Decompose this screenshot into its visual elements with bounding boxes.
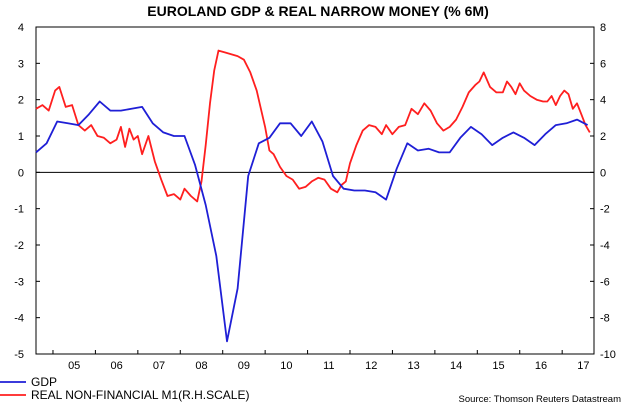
- x-tick-label: 05: [68, 360, 80, 372]
- x-tick-label: 11: [323, 360, 334, 372]
- legend-label-gdp: GDP: [31, 375, 57, 389]
- y-left-tick-label: 2: [18, 95, 24, 107]
- x-tick-label: 17: [577, 360, 589, 372]
- y-left-tick-label: -2: [14, 240, 24, 252]
- y-left-tick-label: -1: [14, 204, 24, 216]
- source-note: Source: Thomson Reuters Datastream: [459, 394, 622, 405]
- legend-label-m1: REAL NON-FINANCIAL M1(R.H.SCALE): [31, 388, 249, 402]
- chart-title: EUROLAND GDP & REAL NARROW MONEY (% 6M): [147, 3, 488, 19]
- x-tick-label: 15: [492, 360, 504, 372]
- y-right-tick-label: -6: [600, 276, 610, 288]
- series-layer: [35, 49, 591, 343]
- x-tick-label: 06: [110, 360, 122, 372]
- y-right-tick-label: 4: [600, 95, 606, 107]
- y-right-tick-label: -4: [600, 240, 610, 252]
- y-left-tick-label: -3: [14, 276, 24, 288]
- y-left-tick-label: 0: [18, 167, 24, 179]
- x-tick-label: 09: [238, 360, 250, 372]
- y-left-tick-label: 3: [18, 58, 24, 70]
- x-tick-label: 08: [195, 360, 207, 372]
- y-right-tick-label: 8: [600, 22, 606, 34]
- y-right-tick-label: 2: [600, 131, 606, 143]
- y-left-tick-label: 4: [18, 22, 24, 34]
- x-tick-label: 10: [280, 360, 292, 372]
- y-left-tick-label: -5: [14, 349, 24, 361]
- x-tick-label: 16: [535, 360, 547, 372]
- x-tick-label: 14: [450, 360, 462, 372]
- x-tick-label: 07: [153, 360, 165, 372]
- y-left-tick-label: 1: [18, 131, 24, 143]
- y-right-tick-label: 0: [600, 167, 606, 179]
- m1-series-line: [35, 49, 591, 203]
- y-right-tick-label: -10: [600, 349, 616, 361]
- y-right-tick-label: -2: [600, 204, 610, 216]
- plot-frame: [35, 26, 595, 355]
- x-tick-label: 12: [365, 360, 377, 372]
- y-right-tick-label: -8: [600, 313, 610, 325]
- gdp-series-line: [35, 100, 589, 343]
- y-right-tick-label: 6: [600, 58, 606, 70]
- y-left-tick-label: -4: [14, 313, 24, 325]
- x-tick-label: 13: [408, 360, 420, 372]
